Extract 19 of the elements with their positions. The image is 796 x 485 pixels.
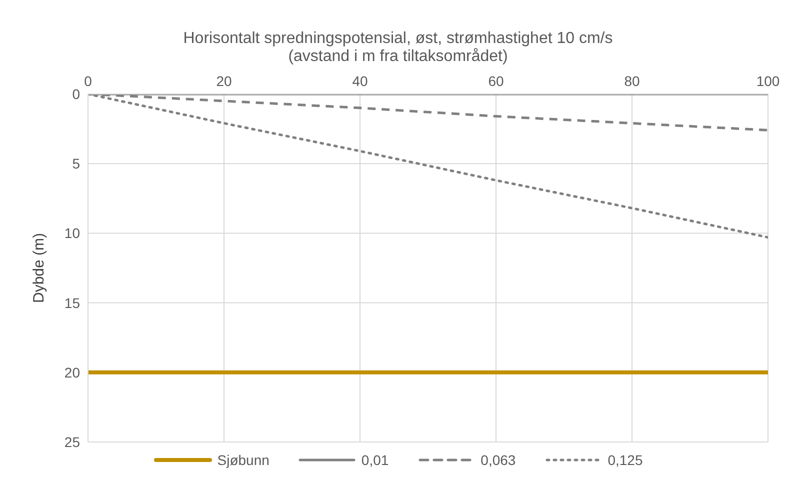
x-tick-label: 0 (84, 73, 92, 89)
y-tick-label: 10 (64, 225, 80, 242)
chart-title: Horisontalt spredningspotensial, øst, strømhastighet 10 cm/s (182, 30, 614, 48)
legend-label: Sjøbunn (217, 452, 270, 468)
y-tick-label: 0 (72, 86, 80, 102)
y-axis-title: Dybde (m) (30, 232, 48, 304)
x-tick-label: 100 (756, 73, 780, 89)
y-tick-label: 5 (72, 156, 80, 172)
x-axis-title: (avstand i m fra tiltaksområdet) (287, 48, 509, 66)
y-tick-label: 25 (64, 434, 80, 450)
legend-label: 0,01 (361, 452, 389, 468)
legend-label: 0,125 (608, 452, 643, 468)
legend-label: 0,063 (480, 452, 516, 468)
x-tick-label: 40 (352, 73, 368, 89)
y-tick-label: 15 (64, 294, 80, 311)
x-tick-label: 20 (216, 73, 232, 89)
x-tick-label: 80 (624, 73, 640, 89)
x-tick-label: 60 (488, 73, 504, 89)
y-tick-label: 20 (64, 364, 80, 380)
